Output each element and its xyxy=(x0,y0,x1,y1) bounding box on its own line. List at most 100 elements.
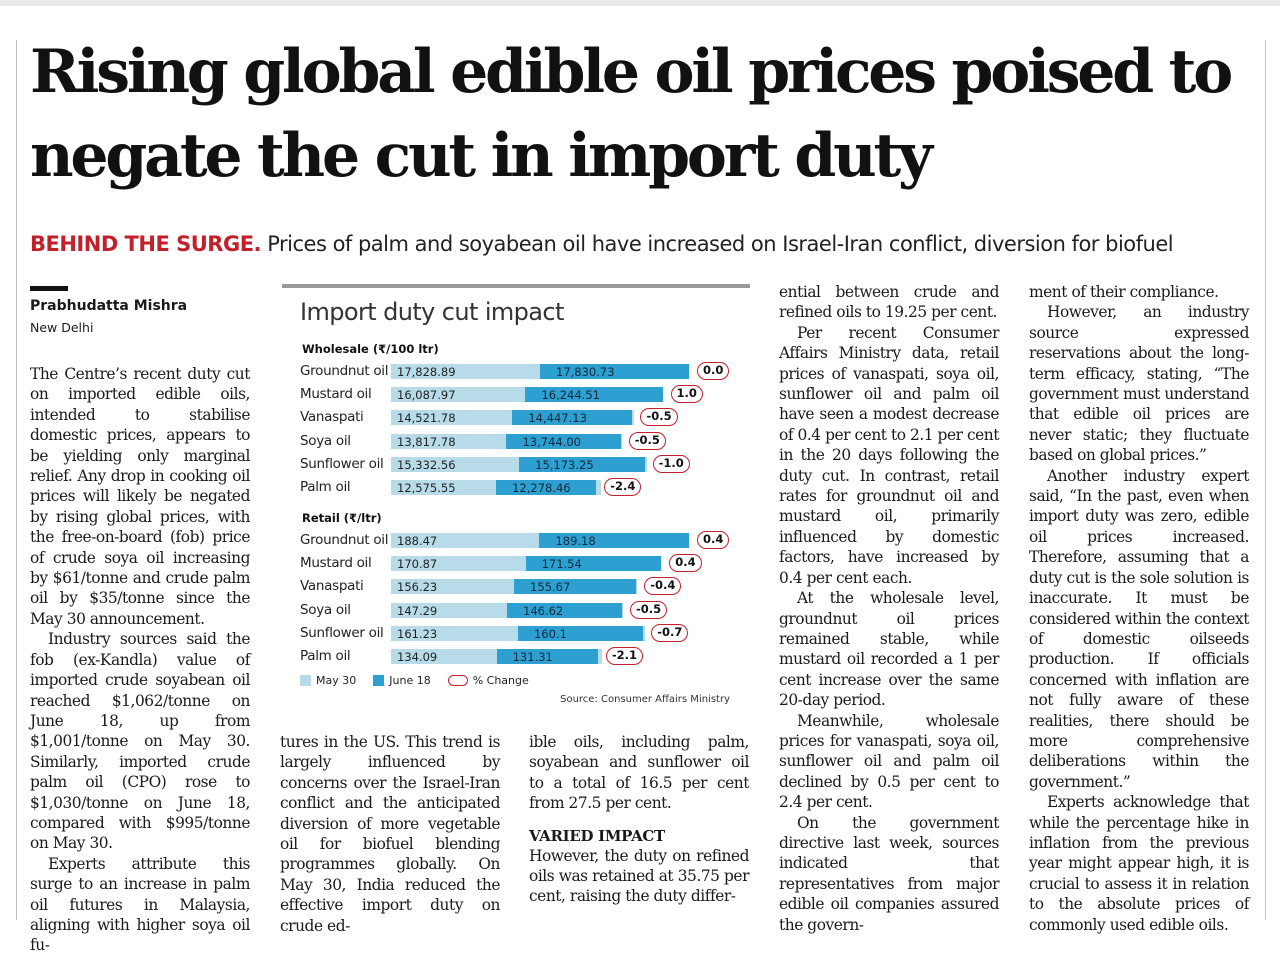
paragraph: Experts acknowledge that while the perce… xyxy=(1029,793,1249,934)
left-rule xyxy=(16,40,17,920)
value-june-18: 189.18 xyxy=(555,534,596,548)
dateline: New Delhi xyxy=(30,320,94,335)
paragraph: tures in the US. This trend is largely i… xyxy=(280,733,500,935)
chart-row-label: Groundnut oil xyxy=(300,363,389,379)
deck: BEHIND THE SURGE. Prices of palm and soy… xyxy=(30,232,1260,266)
percent-change-badge: -0.5 xyxy=(640,408,678,427)
bar-june-18 xyxy=(539,533,689,548)
bar-june-18 xyxy=(540,364,690,379)
value-may-30: 188.47 xyxy=(397,534,438,548)
paragraph: ment of their compliance. xyxy=(1029,283,1219,301)
column-2: tures in the US. This trend is largely i… xyxy=(280,732,500,936)
legend-swatch-may xyxy=(300,675,311,686)
chart-row-label: Soya oil xyxy=(300,432,351,449)
paragraph: Meanwhile, wholesale prices for vanaspat… xyxy=(779,711,999,812)
percent-change-badge: -2.4 xyxy=(604,478,642,496)
percent-change-badge: -0.7 xyxy=(651,623,689,642)
percent-change-badge: -0.4 xyxy=(644,577,682,596)
value-may-30: 134.09 xyxy=(397,650,438,664)
percent-change-badge: -2.1 xyxy=(605,647,643,665)
legend-june: June 18 xyxy=(389,674,431,687)
value-june-18: 171.54 xyxy=(541,557,582,572)
bar-june-18 xyxy=(496,480,597,495)
column-5: ment of their compliance. However, an in… xyxy=(1029,282,1249,935)
percent-change-badge: -0.5 xyxy=(629,600,668,619)
bar-june-18 xyxy=(506,433,621,449)
paragraph: On the government directive last week, s… xyxy=(779,813,999,934)
paragraph: Per recent Consumer Affairs Ministry dat… xyxy=(779,323,999,587)
legend-change-oval xyxy=(447,675,468,686)
value-may-30: 16,087.97 xyxy=(397,388,456,403)
byline: Prabhudatta Mishra xyxy=(30,298,188,314)
value-may-30: 17,828.89 xyxy=(397,365,456,379)
chart-row-label: Vanaspati xyxy=(300,578,364,595)
value-june-18: 17,830.73 xyxy=(556,365,615,379)
value-may-30: 161.23 xyxy=(397,626,438,641)
value-june-18: 155.67 xyxy=(530,580,571,595)
value-june-18: 12,278.46 xyxy=(512,481,571,495)
paragraph: Industry sources said the fob (ex-Kandla… xyxy=(30,630,250,853)
paragraph: ential between crude and refined oils to… xyxy=(779,283,999,322)
column-3: ible oils, including palm, soyabean and … xyxy=(529,732,749,907)
value-may-30: 14,521.78 xyxy=(397,411,456,426)
legend-may: May 30 xyxy=(316,674,357,687)
chart-title: Import duty cut impact xyxy=(300,298,564,326)
paragraph: However, the duty on refined oils was re… xyxy=(529,846,749,906)
value-june-18: 131.31 xyxy=(512,650,553,664)
paragraph: Experts attribute this surge to an incre… xyxy=(30,854,250,954)
paragraph: At the wholesale level, groundnut oil pr… xyxy=(779,589,999,710)
value-may-30: 13,817.78 xyxy=(397,434,456,449)
value-june-18: 14,447.13 xyxy=(528,411,587,426)
chart-row-label: Palm oil xyxy=(300,479,351,495)
value-june-18: 13,744.00 xyxy=(522,434,581,449)
bar-june-18 xyxy=(507,602,622,618)
bar-june-18 xyxy=(525,387,663,403)
value-may-30: 170.87 xyxy=(397,557,438,572)
value-june-18: 16,244.51 xyxy=(541,388,600,403)
bar-june-18 xyxy=(514,579,637,595)
bar-june-18 xyxy=(496,649,598,664)
percent-change-badge: 0.4 xyxy=(669,554,702,573)
import-duty-chart: Import duty cut impact Wholesale (₹/100 … xyxy=(280,284,750,714)
value-may-30: 147.29 xyxy=(397,603,438,618)
bar-june-18 xyxy=(512,410,633,426)
legend-swatch-june xyxy=(373,675,385,686)
chart-row-label: Palm oil xyxy=(300,648,351,664)
paragraph: ible oils, including palm, soyabean and … xyxy=(529,733,749,813)
percent-change-badge: -1.0 xyxy=(652,454,690,473)
bar-june-18 xyxy=(519,456,645,472)
deck-text: Prices of palm and soyabean oil have inc… xyxy=(267,232,1174,256)
chart-row-label: Mustard oil xyxy=(300,555,372,572)
paragraph: The Centre’s recent duty cut on imported… xyxy=(30,365,250,628)
chart-row-label: Soya oil xyxy=(300,601,351,618)
percent-change-badge: 1.0 xyxy=(670,385,703,404)
column-1: The Centre’s recent duty cut on imported… xyxy=(30,364,250,954)
chart-row-label: Sunflower oil xyxy=(300,455,384,472)
value-june-18: 146.62 xyxy=(523,603,564,618)
paragraph: Another industry expert said, “In the pa… xyxy=(1029,466,1249,791)
percent-change-badge: -0.5 xyxy=(628,431,666,450)
percent-change-badge: 0.0 xyxy=(697,362,730,380)
value-june-18: 15,173.25 xyxy=(535,457,594,472)
value-may-30: 15,332.56 xyxy=(397,457,456,472)
chart-legend: May 30 June 18 % Change xyxy=(300,674,529,687)
headline: Rising global edible oil prices poised t… xyxy=(30,37,1233,191)
bar-june-18 xyxy=(525,556,662,572)
value-june-18: 160.1 xyxy=(533,626,567,641)
chart-row-label: Mustard oil xyxy=(300,386,372,403)
value-may-30: 12,575.55 xyxy=(397,481,456,495)
deck-kicker: BEHIND THE SURGE. xyxy=(30,232,262,256)
chart-source: Source: Consumer Affairs Ministry xyxy=(560,694,730,705)
chart-row-label: Vanaspati xyxy=(300,409,364,426)
right-rule xyxy=(1265,40,1266,920)
chart-section-label: Retail (₹/ltr) xyxy=(302,511,382,525)
chart-row-label: Groundnut oil xyxy=(300,532,389,548)
chart-row-label: Sunflower oil xyxy=(300,624,384,641)
chart-top-rule xyxy=(282,284,750,288)
subhead-varied-impact: VARIED IMPACT xyxy=(529,826,665,845)
paragraph: However, an industry source expressed re… xyxy=(1029,303,1249,465)
value-may-30: 156.23 xyxy=(397,580,438,595)
column-4: ential between crude and refined oils to… xyxy=(779,282,999,935)
bar-june-18 xyxy=(517,625,644,641)
legend-change: % Change xyxy=(472,674,529,687)
